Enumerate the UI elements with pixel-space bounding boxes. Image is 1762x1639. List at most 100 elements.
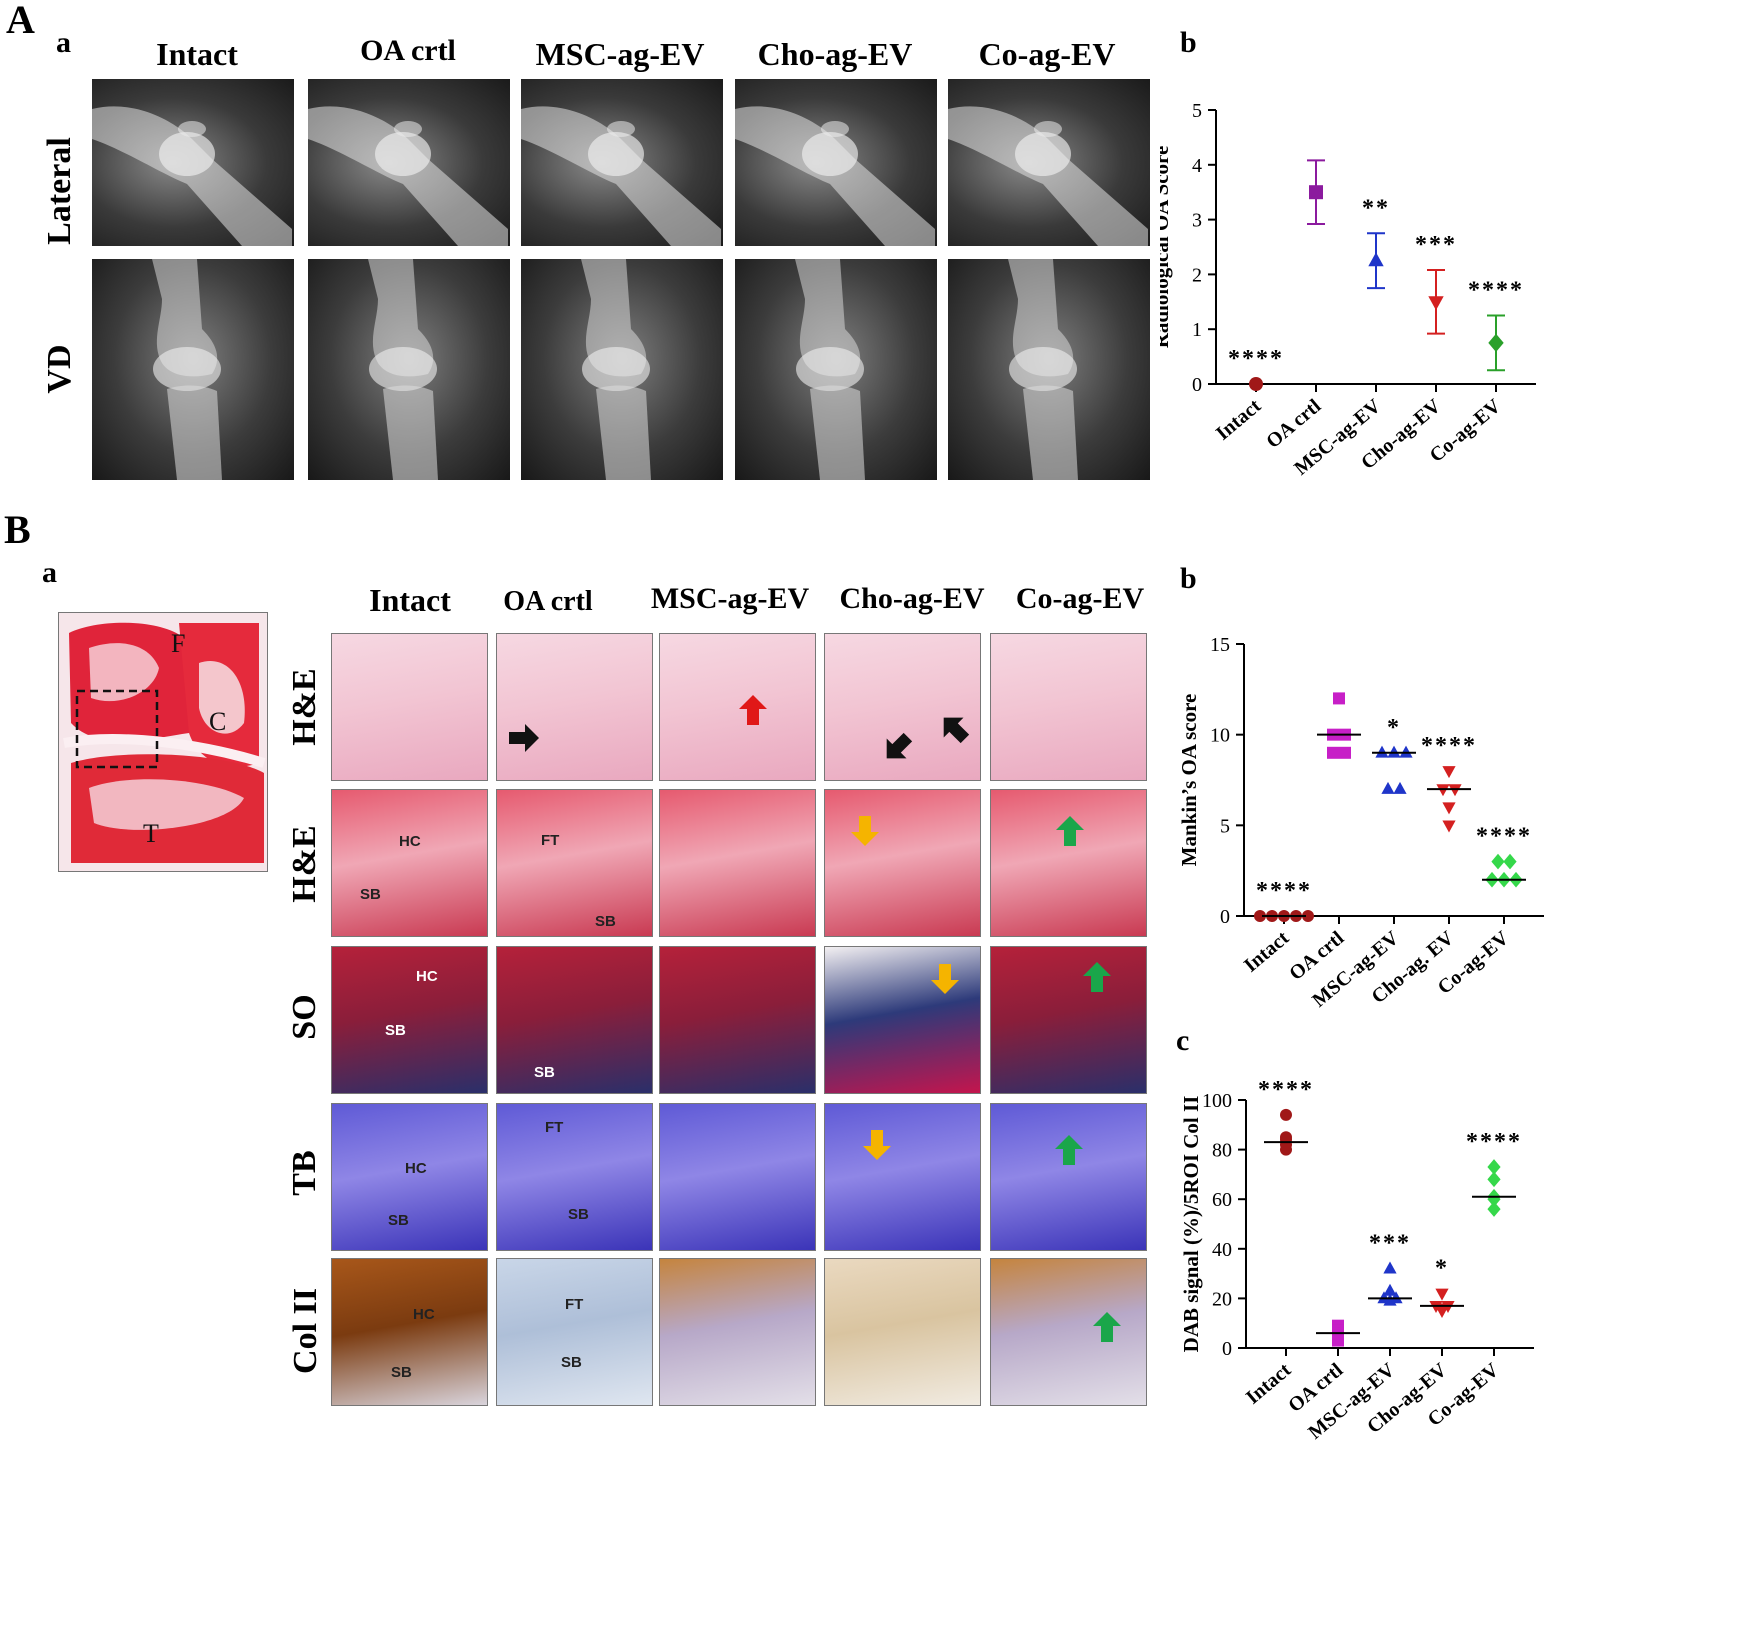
y-tick-label: 5 — [1220, 815, 1230, 837]
data-point-1 — [1280, 1143, 1292, 1156]
significance-marker: **** — [1258, 1077, 1314, 1103]
panel-b-sub-b: b — [1180, 562, 1197, 595]
xray-bone-outline — [948, 106, 1148, 246]
data-point-3 — [1381, 781, 1395, 794]
overview-knee-section: F C T — [58, 612, 268, 872]
data-point-1 — [1302, 910, 1314, 922]
significance-marker: * — [1435, 1255, 1449, 1281]
significance-marker: * — [1387, 715, 1401, 741]
tile-label-tb-oa-sb: SB — [568, 1206, 589, 1223]
data-point-2 — [1327, 746, 1339, 759]
significance-marker: **** — [1421, 733, 1477, 759]
tile-label-col2-intact-sb: SB — [391, 1364, 412, 1381]
y-tick-label: 5 — [1192, 100, 1202, 122]
histology-tile-r5-c3 — [659, 1258, 816, 1406]
black-arrow-icon — [886, 732, 913, 759]
y-tick-label: 1 — [1192, 319, 1202, 341]
xray-bone-outline — [92, 106, 292, 246]
xray-image-vd-3 — [521, 259, 723, 480]
yellow-arrow-icon — [931, 964, 959, 994]
panel-a-letter: A — [6, 0, 35, 42]
panel-b-sub-a: a — [42, 556, 57, 589]
xray-bone-outline — [581, 259, 651, 480]
b-col-cho: Cho-ag-EV — [839, 582, 985, 615]
y-axis-label: Mankin’s OA score — [1177, 694, 1201, 867]
histology-tile-r4-c1 — [331, 1103, 488, 1251]
yellow-arrow-icon — [863, 1130, 891, 1160]
data-point-5 — [1488, 333, 1504, 352]
histology-tile-r2-c4 — [824, 789, 981, 937]
green-arrow-icon — [1093, 1312, 1121, 1342]
tile-label-col2-intact-hc: HC — [413, 1306, 435, 1323]
significance-marker: *** — [1415, 232, 1457, 258]
a-col-msc: MSC-ag-EV — [535, 36, 705, 72]
xray-bone-outline — [152, 259, 222, 480]
tile-label-he2-intact-hc: HC — [399, 833, 421, 850]
y-tick-label: 4 — [1192, 155, 1202, 177]
xray-image-lateral-2 — [308, 79, 510, 246]
y-tick-label: 100 — [1202, 1090, 1232, 1112]
data-point-2 — [1339, 746, 1351, 759]
histology-tile-r5-c1 — [331, 1258, 488, 1406]
data-point-2 — [1332, 1334, 1344, 1347]
xray-image-lateral-1 — [92, 79, 294, 246]
significance-marker: **** — [1468, 278, 1524, 304]
y-tick-label: 2 — [1192, 264, 1202, 286]
tile-label-so-intact-hc: HC — [416, 968, 438, 985]
xray-image-lateral-3 — [521, 79, 723, 246]
data-point-4 — [1435, 1306, 1449, 1318]
data-point-4 — [1435, 1288, 1449, 1301]
overview-label-f: F — [171, 629, 186, 658]
overview-illustration — [59, 613, 267, 871]
green-arrow-icon — [1083, 962, 1111, 992]
data-point-4 — [1428, 296, 1444, 311]
data-point-3 — [1383, 1261, 1397, 1274]
data-point-3 — [1383, 1283, 1397, 1296]
histology-tile-r1-c3 — [659, 633, 816, 781]
b-col-intact: Intact — [369, 582, 451, 618]
y-axis-label: DAB signal (%)/5ROI Col II — [1179, 1096, 1203, 1353]
y-tick-label: 0 — [1222, 1338, 1232, 1360]
a-row-vd: VD — [41, 344, 78, 394]
histology-tile-r1-c5 — [990, 633, 1147, 781]
tile-label-tb-intact-sb: SB — [388, 1212, 409, 1229]
black-arrow-icon — [943, 717, 970, 744]
panel-b-sub-c: c — [1176, 1024, 1190, 1057]
y-tick-label: 3 — [1192, 210, 1202, 232]
histology-tile-r4-c5 — [990, 1103, 1147, 1251]
y-tick-label: 60 — [1212, 1189, 1232, 1211]
data-point-3 — [1399, 745, 1413, 758]
xray-image-vd-2 — [308, 259, 510, 480]
a-row-lateral: Lateral — [41, 137, 78, 245]
data-point-5 — [1487, 1201, 1501, 1217]
xray-bone-outline — [308, 106, 508, 246]
histology-tile-r2-c5 — [990, 789, 1147, 937]
y-axis-label: Radiological OA Score — [1160, 146, 1173, 349]
y-tick-label: 0 — [1192, 374, 1202, 396]
significance-marker: ** — [1362, 195, 1390, 221]
tile-label-he2-oa-ft: FT — [541, 832, 560, 849]
significance-marker: **** — [1228, 346, 1284, 372]
y-tick-label: 80 — [1212, 1140, 1232, 1162]
x-tick-label: Intact — [1212, 395, 1266, 445]
data-point-4 — [1436, 784, 1450, 797]
b-col-oa: OA crtl — [503, 586, 593, 617]
tile-label-so-intact-sb: SB — [385, 1022, 406, 1039]
data-point-3 — [1393, 781, 1407, 794]
tile-label-he2-intact-sb: SB — [360, 886, 381, 903]
histology-tile-r2-c2 — [496, 789, 653, 937]
b-col-co: Co-ag-EV — [1015, 582, 1145, 615]
tile-label-tb-intact-hc: HC — [405, 1160, 427, 1177]
data-point-1 — [1254, 910, 1266, 922]
data-point-3 — [1383, 1293, 1397, 1306]
green-arrow-icon — [1055, 1135, 1083, 1165]
b-row-he2: H&E — [286, 825, 323, 903]
xray-image-lateral-5 — [948, 79, 1150, 246]
red-arrow-icon — [739, 695, 767, 725]
a-col-cho: Cho-ag-EV — [757, 36, 913, 72]
histology-tile-r3-c5 — [990, 946, 1147, 1094]
b-row-he1: H&E — [286, 668, 323, 746]
xray-bone-outline — [795, 259, 865, 480]
